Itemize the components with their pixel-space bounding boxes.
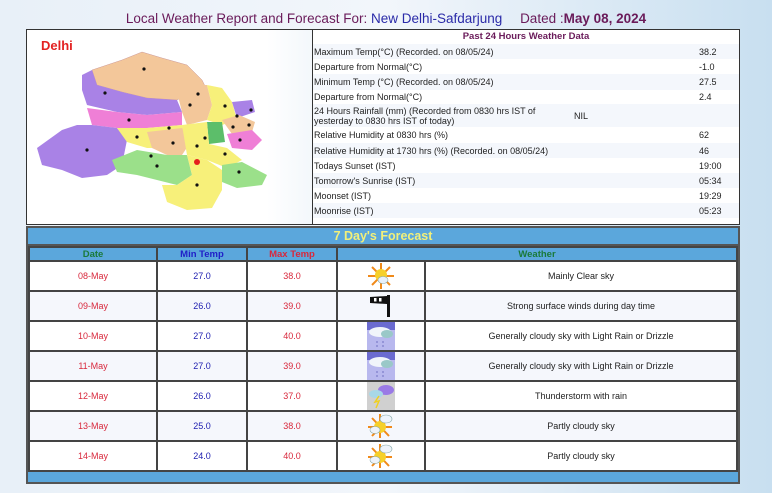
past-row-moonset: Moonset (IST) 19:29 [314, 190, 722, 201]
past-24h-title: Past 24 Hours Weather Data [313, 30, 739, 44]
past-row-humidity-0830: Relative Humidity at 0830 hrs (%) 62 [314, 130, 710, 140]
col-min-temp: Min Temp [156, 246, 248, 262]
title-prefix: Local Weather Report and Forecast For: [125, 11, 368, 26]
past-row-min-departure: Departure from Normal(°C) 2.4 [314, 92, 712, 102]
location-name: New Delhi-Safdarjung [370, 11, 503, 26]
col-max-temp: Max Temp [246, 246, 338, 262]
delhi-map: Delhi [27, 30, 313, 224]
windsock-icon [370, 295, 390, 317]
table-row: 11-May 27.0 39.0 Generally cloudy sky wi… [28, 350, 738, 382]
forecast-table: Date Min Temp Max Temp Weather 08-May 27… [28, 246, 738, 472]
past-row-sunset: Todays Sunset (IST) 19:00 [314, 160, 722, 171]
cloud-drizzle-icon [367, 352, 395, 380]
past-row-sunrise: Tomorrow's Sunrise (IST) 05:34 [313, 173, 739, 188]
past-row-humidity-1730: Relative Humidity at 1730 hrs (%) (Recor… [313, 143, 739, 158]
table-row: 08-May 27.0 38.0 Mainly Clear sky [28, 260, 738, 292]
map-label: Delhi [41, 38, 73, 53]
top-panel: Delhi [26, 29, 740, 225]
page-title: Local Weather Report and Forecast For: N… [0, 11, 772, 26]
past-row-moonrise: Moonrise (IST) 05:23 [313, 203, 739, 218]
past-row-max-departure: Departure from Normal(°C) -1.0 [314, 61, 715, 72]
past-24h-rows: Maximum Temp(°C) (Recorded. on 08/05/24)… [313, 44, 739, 218]
partly-cloudy-icon [368, 414, 393, 438]
forecast-title: 7 Day's Forecast [28, 228, 738, 246]
past-row-max-temp: Maximum Temp(°C) (Recorded. on 08/05/24)… [313, 44, 739, 59]
partly-cloudy-icon [368, 444, 393, 468]
past-24h-panel: Past 24 Hours Weather Data Maximum Temp(… [313, 30, 739, 224]
col-weather: Weather [336, 246, 738, 262]
report-date: May 08, 2024 [563, 11, 647, 26]
table-row: 10-May 27.0 40.0 Generally cloudy sky wi… [28, 320, 738, 352]
past-row-rainfall: 24 Hours Rainfall (mm) (Recorded from 08… [313, 104, 739, 127]
dated: Dated :May 08, 2024 [520, 11, 647, 26]
thunderstorm-icon [367, 382, 395, 410]
cloud-drizzle-icon [367, 322, 395, 350]
forecast-panel: 7 Day's Forecast Date Min Temp Max Temp … [26, 226, 740, 484]
table-row: 12-May 26.0 37.0 Thunderstorm with rain [28, 380, 738, 412]
table-row: 09-May 26.0 39.0 Strong surface winds du… [28, 290, 738, 322]
delhi-map-image [37, 51, 267, 210]
table-row: 13-May 25.0 38.0 Partly cloudy sky [28, 410, 738, 442]
table-row: 14-May 24.0 40.0 Partly cloudy sky [28, 440, 738, 472]
past-row-min-temp: Minimum Temp (°C) (Recorded. on 08/05/24… [313, 74, 739, 90]
mainly-clear-sun-icon [368, 263, 394, 289]
col-date: Date [28, 246, 158, 262]
forecast-header-row: Date Min Temp Max Temp Weather [28, 246, 738, 262]
